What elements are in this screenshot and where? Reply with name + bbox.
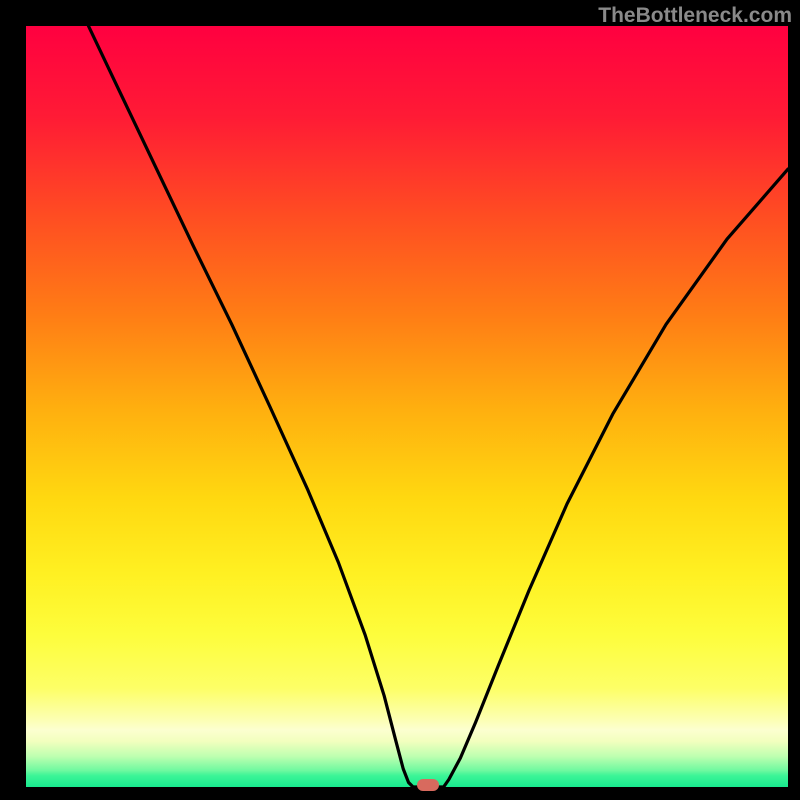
watermark-label: TheBottleneck.com [598,4,792,28]
optimum-marker [417,779,439,791]
gradient-background [26,26,788,787]
bottleneck-chart: TheBottleneck.com [0,0,800,800]
chart-svg [0,0,800,800]
